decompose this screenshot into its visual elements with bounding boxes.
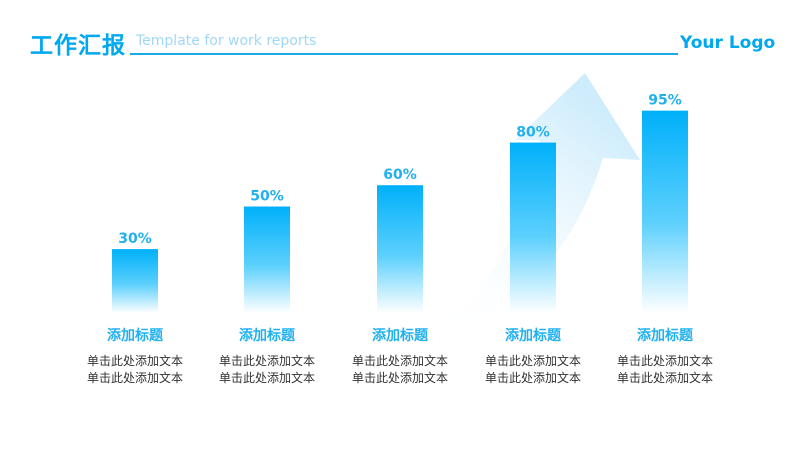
- category-block-5: 添加标题单击此处添加文本 单击此处添加文本: [595, 325, 735, 387]
- category-title-3: 添加标题: [372, 328, 428, 344]
- category-desc-2-1: 单击此处添加文本: [218, 354, 315, 368]
- header: 工作汇报 Template for work reports Your Logo: [0, 0, 800, 70]
- data-label-5: 95%: [648, 93, 682, 109]
- data-label-1: 30%: [118, 231, 152, 247]
- bar-2: [244, 206, 290, 313]
- category-title-5: 添加标题: [637, 328, 693, 344]
- data-label-4: 80%: [516, 125, 550, 141]
- bar-4: [510, 142, 556, 313]
- category-desc-2-2: 单击此处添加文本: [218, 371, 315, 385]
- category-desc-4-2: 单击此处添加文本: [484, 371, 581, 385]
- bar-1: [112, 249, 158, 313]
- category-desc-1-2: 单击此处添加文本: [86, 371, 183, 385]
- data-label-3: 60%: [383, 167, 417, 183]
- category-desc-3-2: 单击此处添加文本: [351, 371, 448, 385]
- category-desc-1-1: 单击此处添加文本: [86, 354, 183, 368]
- page-title: 工作汇报: [30, 33, 126, 59]
- title-underline: [130, 53, 678, 55]
- page-subtitle: Template for work reports: [136, 33, 317, 49]
- bar-3: [377, 185, 423, 313]
- category-desc-5-1: 单击此处添加文本: [616, 354, 713, 368]
- category-block-1: 添加标题单击此处添加文本 单击此处添加文本: [65, 325, 205, 387]
- category-title-2: 添加标题: [239, 328, 295, 344]
- category-desc-4-1: 单击此处添加文本: [484, 354, 581, 368]
- category-title-1: 添加标题: [107, 328, 163, 344]
- bars-group: 30% 50% 60% 80% 95%: [112, 93, 688, 314]
- category-block-3: 添加标题单击此处添加文本 单击此处添加文本: [330, 325, 470, 387]
- bar-5: [642, 110, 688, 314]
- logo: Your Logo: [680, 33, 776, 53]
- category-desc-3-1: 单击此处添加文本: [351, 354, 448, 368]
- category-title-4: 添加标题: [505, 328, 561, 344]
- category-block-2: 添加标题单击此处添加文本 单击此处添加文本: [197, 325, 337, 387]
- category-block-4: 添加标题单击此处添加文本 单击此处添加文本: [463, 325, 603, 387]
- category-desc-5-2: 单击此处添加文本: [616, 371, 713, 385]
- data-label-2: 50%: [250, 189, 284, 205]
